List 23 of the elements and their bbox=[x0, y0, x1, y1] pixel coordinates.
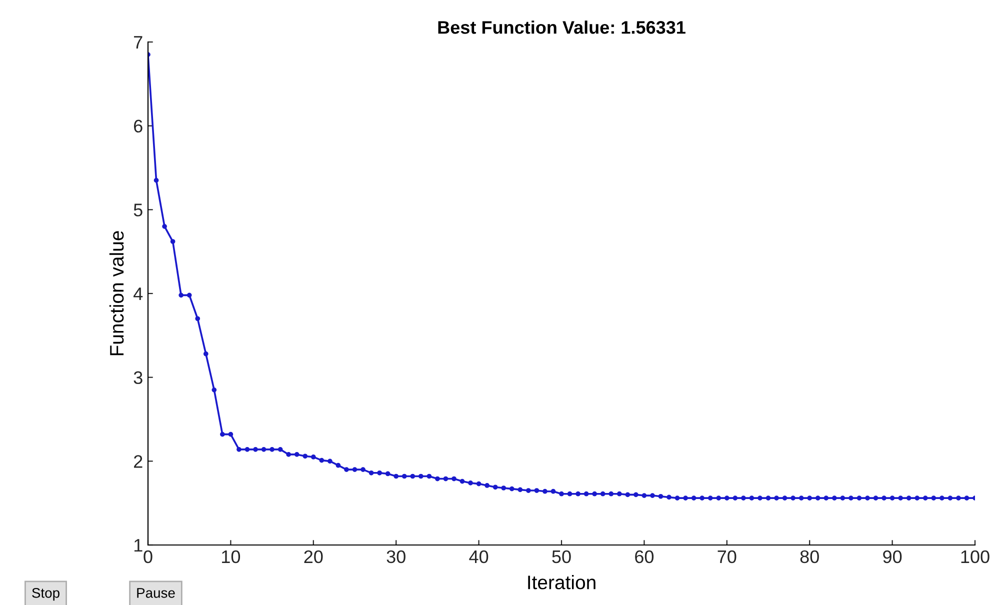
x-tick-label: 80 bbox=[800, 550, 819, 564]
chart-title: Best Function Value: 1.56331 bbox=[438, 20, 686, 34]
x-tick-label: 10 bbox=[222, 550, 240, 564]
y-tick-label: 5 bbox=[134, 204, 142, 216]
x-tick-label: 60 bbox=[635, 550, 654, 564]
x-axis-title: Iteration bbox=[528, 575, 596, 590]
text: Stop bbox=[32, 588, 60, 601]
y-axis-title: Function value bbox=[109, 231, 124, 356]
y-tick-label: 1 bbox=[134, 539, 142, 552]
y-tick-label: 4 bbox=[134, 288, 143, 300]
x-tick-label: 0 bbox=[144, 550, 152, 564]
x-tick-label: 50 bbox=[552, 550, 571, 564]
x-tick-label: 20 bbox=[304, 550, 323, 564]
y-tick-label: 7 bbox=[134, 36, 142, 49]
y-tick-label: 6 bbox=[134, 120, 142, 133]
text: Pause bbox=[137, 588, 175, 598]
x-tick-label: 30 bbox=[386, 550, 406, 564]
x-tick-label: 70 bbox=[718, 550, 736, 564]
x-tick-label: 90 bbox=[883, 550, 902, 564]
x-tick-label: 100 bbox=[961, 550, 990, 564]
y-tick-label: 2 bbox=[134, 455, 142, 468]
y-tick-label: 3 bbox=[134, 371, 142, 384]
x-tick-label: 40 bbox=[469, 550, 488, 564]
